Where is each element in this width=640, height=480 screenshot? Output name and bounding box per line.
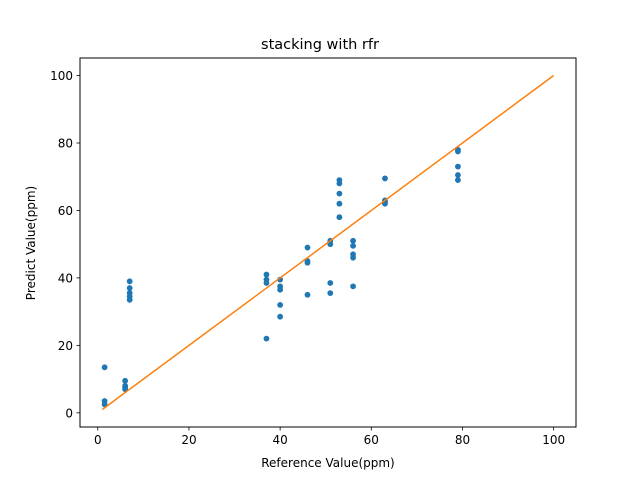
data-point: [350, 237, 356, 244]
x-axis-label: Reference Value(ppm): [261, 456, 394, 470]
data-point: [263, 335, 270, 342]
data-point: [455, 172, 461, 178]
x-tick-label: 60: [364, 433, 379, 447]
data-point: [327, 290, 334, 296]
axes: 0 20 40 60 80 100 0 20 40 60 80 100: [50, 57, 577, 447]
y-tick-label: 100: [50, 69, 73, 83]
data-point: [382, 175, 388, 182]
data-point: [350, 283, 356, 290]
reference-line: [101, 74, 555, 411]
data-point: [350, 254, 356, 261]
data-point: [101, 364, 108, 371]
chart-title: stacking with rfr: [261, 37, 379, 53]
data-point: [122, 377, 129, 384]
data-point: [277, 286, 284, 293]
x-tick-label: 100: [542, 433, 565, 447]
x-tick-label: 80: [455, 433, 470, 447]
y-tick-label: 80: [58, 136, 73, 150]
plot-area: [101, 74, 555, 411]
data-point: [277, 313, 284, 320]
data-point: [327, 280, 334, 286]
data-point: [263, 280, 270, 286]
data-point: [336, 190, 343, 197]
y-tick-label: 40: [58, 271, 73, 285]
data-point: [304, 244, 311, 251]
y-tick-label: 60: [58, 204, 73, 218]
y-axis-label: Predict Value(ppm): [24, 186, 38, 300]
y-tick-label: 0: [65, 406, 73, 420]
data-point: [126, 285, 133, 291]
x-tick-label: 20: [181, 433, 196, 447]
y-tick-label: 20: [58, 339, 73, 353]
data-point: [455, 148, 461, 155]
data-point: [263, 271, 270, 278]
data-point: [350, 242, 356, 249]
data-point: [455, 163, 461, 170]
data-point: [126, 278, 133, 285]
data-point: [277, 301, 284, 308]
data-point: [336, 180, 343, 187]
x-tick-label: 40: [272, 433, 287, 447]
x-tick-label: 0: [94, 433, 102, 447]
data-point: [336, 200, 343, 207]
data-point: [455, 177, 461, 184]
plot-frame: [79, 57, 577, 428]
data-point: [304, 291, 311, 298]
data-point: [126, 296, 133, 303]
data-point: [304, 259, 311, 266]
data-point: [336, 214, 343, 221]
